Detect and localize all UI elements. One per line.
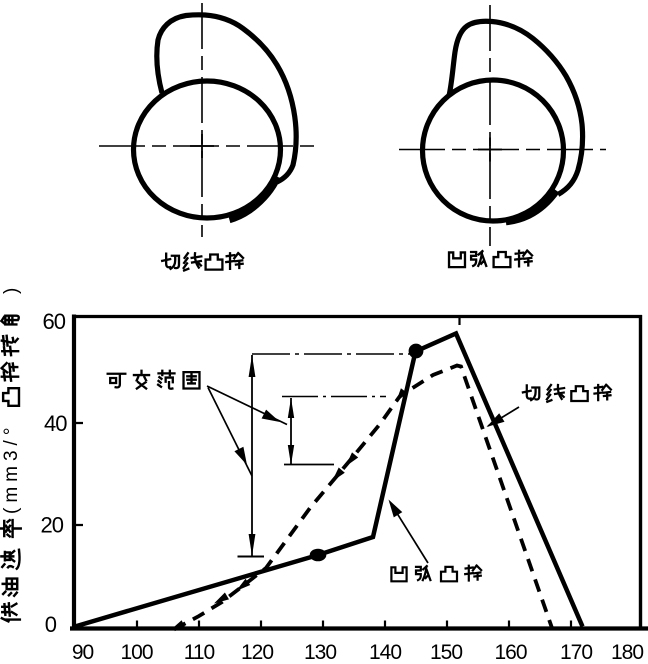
svg-text:100: 100 — [120, 641, 152, 664]
svg-text:140: 140 — [369, 641, 401, 664]
svg-text:120: 120 — [241, 641, 273, 664]
svg-text:110: 110 — [184, 641, 215, 664]
svg-text:130: 130 — [304, 641, 336, 664]
svg-text:20: 20 — [41, 513, 64, 538]
svg-text:): ) — [1, 288, 22, 294]
svg-text:150: 150 — [430, 641, 462, 664]
svg-text:60: 60 — [43, 309, 66, 334]
svg-text:180: 180 — [611, 641, 643, 664]
svg-text:160: 160 — [494, 641, 526, 664]
svg-text:0: 0 — [45, 612, 57, 637]
svg-text:40: 40 — [44, 411, 67, 436]
svg-text:(mm3/°: (mm3/° — [1, 423, 22, 514]
svg-text:170: 170 — [560, 641, 592, 664]
svg-text:90: 90 — [72, 641, 94, 664]
